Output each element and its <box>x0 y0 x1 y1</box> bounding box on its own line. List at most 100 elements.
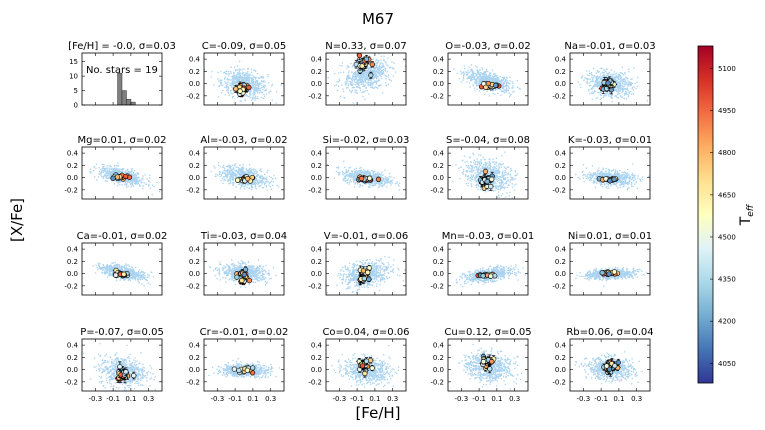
field-star-point <box>347 182 349 184</box>
field-star-point <box>253 78 255 81</box>
field-star-point <box>366 71 368 74</box>
field-star-point <box>458 78 460 80</box>
field-star-point <box>95 163 98 165</box>
field-star-point <box>348 75 350 77</box>
field-star-point <box>616 86 619 88</box>
field-star-point <box>130 171 132 174</box>
field-star-point <box>496 77 498 79</box>
field-star-point <box>228 182 230 185</box>
field-star-point <box>602 74 605 76</box>
subplot-al: Al=-0.03, σ=0.020.40.20.0-0.2 <box>186 135 288 200</box>
field-star-point <box>625 83 627 86</box>
field-star-point <box>389 172 391 175</box>
field-star-point <box>617 85 619 87</box>
field-star-point <box>229 178 231 181</box>
field-star-point <box>233 169 235 171</box>
field-star-point <box>611 75 614 77</box>
field-star-point <box>476 73 479 75</box>
field-star-point <box>255 179 257 182</box>
field-star-point <box>337 72 340 74</box>
field-star-point <box>619 72 622 74</box>
field-star-point <box>240 76 242 78</box>
field-star-point <box>223 77 226 79</box>
field-star-point <box>476 71 478 73</box>
field-star-point <box>596 81 599 84</box>
field-star-point <box>509 79 511 82</box>
field-star-point <box>484 75 486 78</box>
field-star-point <box>392 67 394 70</box>
subplot-c: C=-0.09, σ=0.050.40.20.0-0.2 <box>186 41 286 106</box>
field-star-point <box>489 75 491 77</box>
field-star-point <box>627 80 629 82</box>
field-star-point <box>597 91 599 94</box>
field-star-point <box>248 94 251 96</box>
field-star-point <box>259 175 262 177</box>
subplot-mg: Mg=0.01, σ=0.020.40.20.0-0.2 <box>64 135 166 200</box>
field-star-point <box>372 76 374 79</box>
field-star-point <box>366 67 368 69</box>
field-star-point <box>128 171 130 173</box>
field-star-point <box>213 165 215 168</box>
field-star-point <box>239 181 241 183</box>
field-star-point <box>251 172 253 174</box>
field-star-point <box>117 162 119 164</box>
field-star-point <box>509 83 511 85</box>
field-star-point <box>101 170 103 172</box>
field-star-point <box>131 173 133 176</box>
field-star-point <box>493 80 495 82</box>
field-star-point <box>621 72 623 75</box>
field-star-point <box>100 171 103 173</box>
field-star-point <box>142 178 144 180</box>
field-star-point <box>372 72 375 74</box>
field-star-point <box>618 76 620 78</box>
field-star-point <box>356 91 358 93</box>
cluster-star-point <box>359 63 365 69</box>
field-star-point <box>354 83 356 86</box>
subplot-title: [Fe/H] = -0.0, σ=0.03 <box>68 41 176 52</box>
field-star-point <box>113 183 116 185</box>
field-star-point <box>101 163 104 166</box>
field-star-point <box>605 72 608 74</box>
field-star-point <box>492 92 494 95</box>
field-star-point <box>624 80 627 82</box>
field-star-point <box>264 181 267 183</box>
field-star-point <box>469 75 472 77</box>
field-star-point <box>350 180 353 183</box>
field-star-point <box>499 88 502 91</box>
field-star-point <box>249 171 252 173</box>
field-star-point <box>367 75 369 77</box>
field-star-point <box>103 164 105 166</box>
field-star-point <box>103 165 105 168</box>
field-star-point <box>256 171 259 173</box>
field-star-point <box>595 81 597 84</box>
field-star-point <box>240 75 242 77</box>
field-star-point <box>623 94 626 96</box>
field-star-point <box>621 87 624 90</box>
field-star-point <box>619 85 621 88</box>
field-star-point <box>472 72 475 75</box>
field-star-point <box>112 172 114 174</box>
field-star-point <box>355 74 357 77</box>
field-star-point <box>366 70 368 72</box>
field-star-point <box>362 76 365 78</box>
field-star-point <box>492 78 494 81</box>
field-star-point <box>501 84 503 87</box>
field-star-point <box>367 71 370 73</box>
field-star-point <box>361 91 363 94</box>
field-star-point <box>359 78 362 80</box>
field-star-point <box>363 74 365 77</box>
field-star-point <box>476 88 478 90</box>
field-star-point <box>598 85 600 87</box>
field-star-point <box>376 68 379 70</box>
field-star-point <box>240 185 243 187</box>
field-star-point <box>230 84 232 87</box>
field-star-point <box>348 175 351 178</box>
field-star-point <box>630 78 632 81</box>
field-star-point <box>599 73 602 75</box>
field-star-point <box>365 69 367 72</box>
field-star-point <box>114 179 116 181</box>
field-star-point <box>350 71 353 73</box>
field-star-point <box>387 57 389 59</box>
field-star-point <box>591 71 593 74</box>
field-star-point <box>391 66 393 69</box>
